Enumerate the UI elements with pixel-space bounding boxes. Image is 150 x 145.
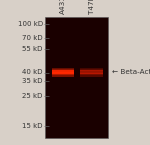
Text: 100 kD: 100 kD <box>18 21 43 27</box>
Bar <box>80 73 103 74</box>
Bar <box>80 75 103 76</box>
Bar <box>52 69 74 70</box>
Bar <box>80 70 103 71</box>
Bar <box>52 73 74 74</box>
Bar <box>52 73 74 74</box>
Bar <box>80 69 103 70</box>
Bar <box>52 71 74 72</box>
Text: 15 kD: 15 kD <box>22 123 43 129</box>
Bar <box>52 69 74 70</box>
Bar <box>80 73 103 74</box>
Bar <box>52 70 74 71</box>
Bar <box>80 72 103 73</box>
Bar <box>80 76 103 77</box>
Bar <box>52 76 74 77</box>
Bar <box>52 76 74 77</box>
Text: T47D: T47D <box>88 0 94 14</box>
Text: ← Beta-Actin: ← Beta-Actin <box>112 69 150 76</box>
Bar <box>52 68 74 69</box>
Bar <box>52 75 74 76</box>
Text: 40 kD: 40 kD <box>22 69 43 76</box>
Text: 70 kD: 70 kD <box>22 35 43 41</box>
Bar <box>80 69 103 70</box>
Text: 25 kD: 25 kD <box>22 93 43 99</box>
Bar <box>45 17 108 138</box>
Bar <box>52 72 74 73</box>
Bar <box>80 68 103 69</box>
Bar <box>52 70 74 71</box>
Bar <box>80 72 103 73</box>
Text: 35 kD: 35 kD <box>22 78 43 84</box>
Text: 55 kD: 55 kD <box>22 46 43 52</box>
Bar <box>80 70 103 71</box>
Bar <box>52 72 74 73</box>
Bar <box>80 74 103 75</box>
Bar <box>52 74 74 75</box>
Bar <box>80 76 103 77</box>
Bar <box>80 71 103 72</box>
Text: A431: A431 <box>60 0 66 14</box>
